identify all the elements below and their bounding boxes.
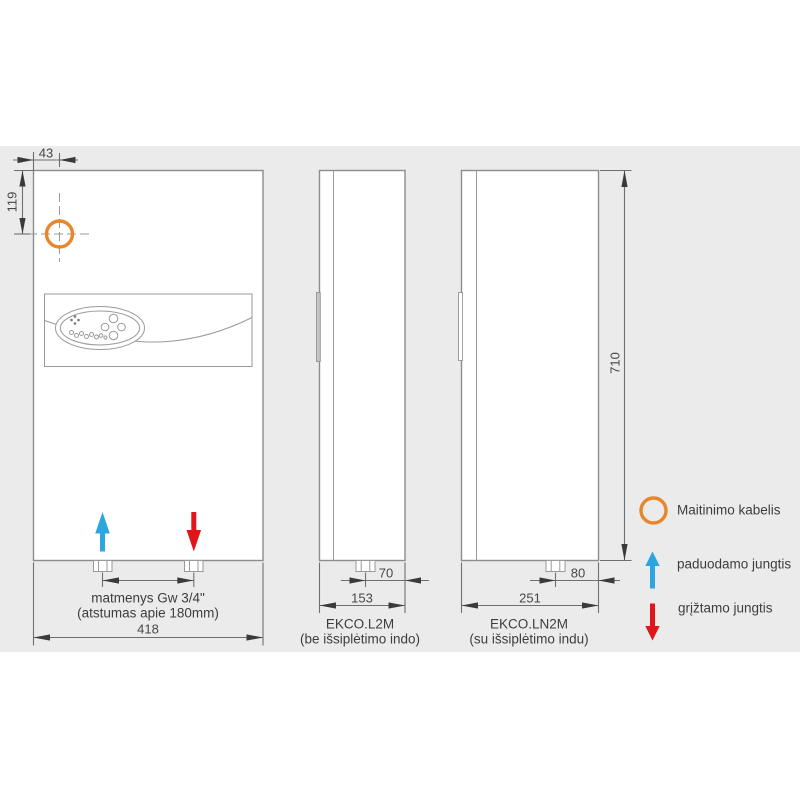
panel-button [117,322,126,332]
boiler-front-outline [32,169,264,562]
pipe-connector [184,560,204,572]
dim-width-label: 418 [137,621,159,637]
dim-height-label-ln2m: 710 [607,352,623,374]
legend [639,496,668,641]
pipe-connector [355,560,376,572]
dim-pipe-offset-label-ln2m: 80 [570,565,586,581]
supply-arrow-up-icon [645,551,660,589]
dim-top-offset-label: 43 [38,145,54,161]
dim-top-offset-lines [13,152,78,170]
power-cable-circle-icon [639,496,668,525]
dim-side-offset-lines [14,169,34,235]
supply-arrow-icon [95,512,110,552]
return-arrow-down-icon [645,603,660,641]
dim-pipe-offset-label-l2m: 70 [378,565,394,581]
boiler-side-outline [318,169,406,562]
panel-button [108,313,119,324]
pipe-note-line2: (atstumas apie 180mm) [77,605,219,621]
panel-button [100,322,110,332]
dim-depth-lines [318,562,406,613]
panel-button [108,330,119,341]
side-view-l2m [316,169,429,613]
dim-depth-label-l2m: 153 [351,590,373,606]
side-view-ln2m [458,169,632,613]
control-panel [44,293,253,367]
mounting-rail [458,292,463,361]
return-arrow-icon [186,512,202,552]
panel-oval [55,306,145,350]
dim-depth-label-ln2m: 251 [519,590,541,606]
legend-label-return: grįžtamo jungtis [678,600,773,616]
power-cable-marker-icon [44,219,75,249]
dim-side-offset-label: 119 [4,191,20,213]
pipe-note-line1: matmenys Gw 3/4" [91,590,205,606]
model-label-l2m: EKCO.L2M [325,616,395,632]
variant-note-l2m: (be išsiplėtimo indo) [299,631,421,647]
model-label-ln2m: EKCO.LN2M [489,616,569,632]
pipe-connector [545,560,566,572]
pipe-connector [93,560,113,572]
front-view [13,152,264,646]
legend-label-power-cable: Maitinimo kabelis [677,502,781,518]
dim-height-lines [600,169,632,562]
legend-label-supply: paduodamo jungtis [677,556,792,572]
dim-pipe-spacing-lines [101,572,195,587]
dim-pipe-offset-lines [530,572,620,587]
variant-note-ln2m: (su išsiplėtimo indu) [469,631,589,647]
mounting-rail [316,292,321,362]
boiler-side-outline [460,169,600,562]
dim-depth-lines [460,562,600,613]
dim-pipe-offset-lines [341,572,429,587]
dim-width-lines [32,562,264,646]
